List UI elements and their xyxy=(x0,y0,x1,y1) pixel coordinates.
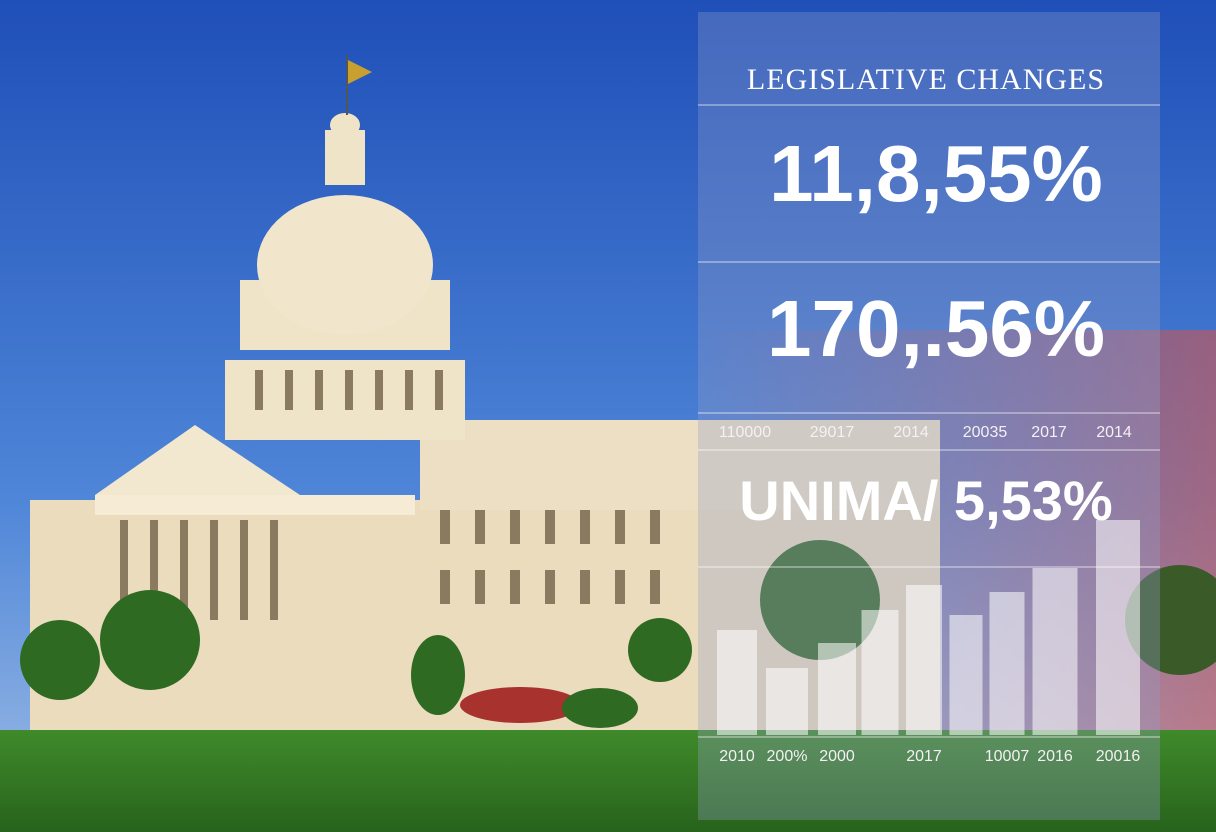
x-tick-label: 2010 xyxy=(719,748,755,765)
x-tick-label: 20016 xyxy=(1096,748,1141,765)
headline: UNIMA/ 5,53% xyxy=(739,469,1112,532)
big-figure: 11,8,55% xyxy=(769,129,1103,218)
lawn xyxy=(0,730,1216,832)
x-tick-label: 2017 xyxy=(906,748,942,765)
panel-title: LEGISLATIVE CHANGES xyxy=(747,63,1105,96)
bar xyxy=(906,585,942,735)
x-tick-label: 2016 xyxy=(1037,748,1073,765)
bar xyxy=(1096,520,1140,735)
bar xyxy=(818,643,856,735)
row-label: 2014 xyxy=(893,424,929,441)
x-tick-label: 10007 xyxy=(985,748,1030,765)
bar xyxy=(717,630,757,735)
trees xyxy=(20,540,1216,728)
x-tick-label: 200% xyxy=(767,748,808,765)
big-figure: 170,.56% xyxy=(767,284,1105,373)
bar xyxy=(766,668,808,735)
bar xyxy=(949,615,983,735)
row-label: 29017 xyxy=(810,424,855,441)
x-tick-label: 2000 xyxy=(819,748,855,765)
bar xyxy=(989,592,1025,735)
row-label: 20035 xyxy=(963,424,1008,441)
row-label: 2014 xyxy=(1096,424,1132,441)
row-label: 110000 xyxy=(719,424,771,441)
bar xyxy=(861,610,899,735)
row-label: 2017 xyxy=(1031,424,1067,441)
bar xyxy=(1032,568,1078,735)
